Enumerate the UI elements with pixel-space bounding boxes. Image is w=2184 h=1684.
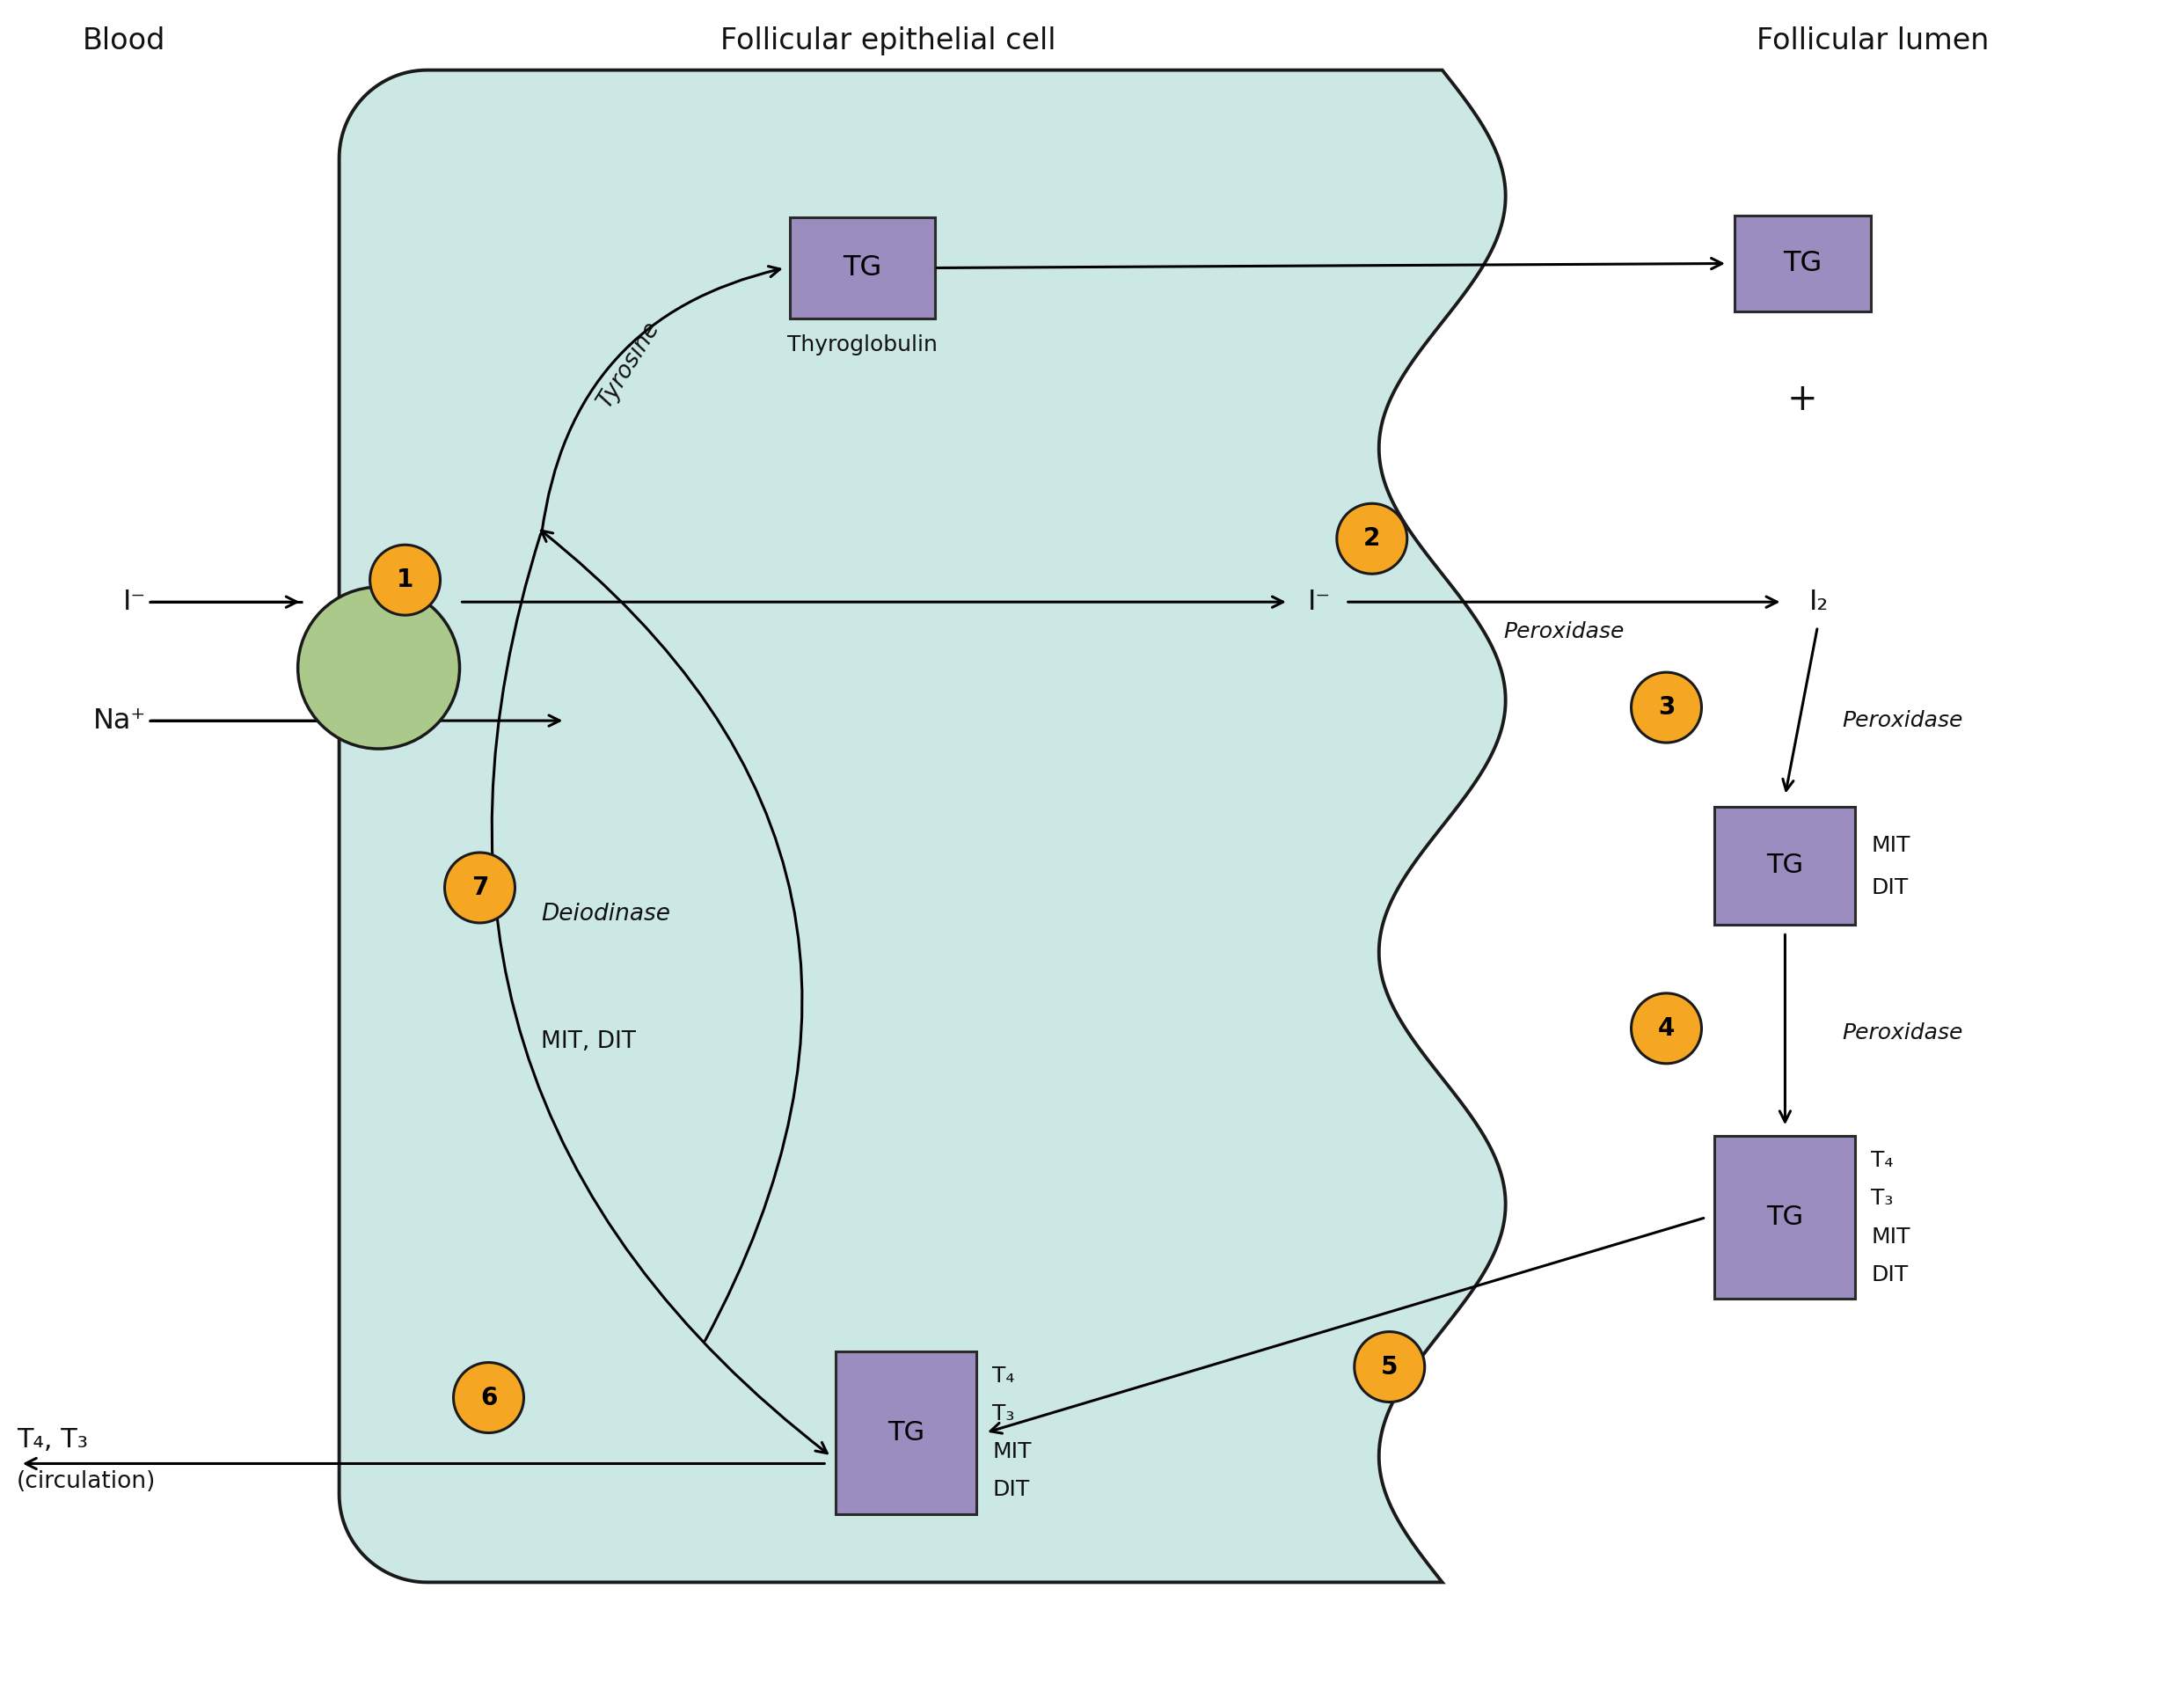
- Text: T₃: T₃: [992, 1403, 1016, 1425]
- Polygon shape: [339, 71, 1505, 1583]
- Text: Peroxidase: Peroxidase: [1503, 621, 1625, 642]
- Text: 4: 4: [1658, 1015, 1675, 1041]
- Circle shape: [1354, 1332, 1424, 1403]
- Text: 7: 7: [472, 876, 489, 899]
- Text: Follicular epithelial cell: Follicular epithelial cell: [721, 27, 1057, 56]
- FancyBboxPatch shape: [1734, 216, 1872, 312]
- Text: I⁻: I⁻: [1308, 588, 1330, 616]
- Circle shape: [369, 546, 441, 615]
- Text: TG: TG: [843, 254, 882, 281]
- Text: DIT: DIT: [1872, 877, 1909, 898]
- Text: T₃: T₃: [1872, 1187, 1894, 1209]
- Text: Follicular lumen: Follicular lumen: [1756, 27, 1990, 56]
- Circle shape: [454, 1362, 524, 1433]
- Text: +: +: [1787, 381, 1817, 418]
- Text: 1: 1: [397, 568, 413, 593]
- Circle shape: [1337, 504, 1406, 574]
- Text: MIT, DIT: MIT, DIT: [542, 1031, 636, 1052]
- Text: DIT: DIT: [1872, 1265, 1909, 1285]
- FancyBboxPatch shape: [791, 217, 935, 318]
- Text: 6: 6: [480, 1386, 498, 1410]
- Text: TG: TG: [1782, 249, 1821, 278]
- FancyBboxPatch shape: [836, 1352, 976, 1514]
- Text: I⁻: I⁻: [122, 588, 146, 616]
- Text: T₄, T₃: T₄, T₃: [17, 1428, 87, 1453]
- Text: Na⁺: Na⁺: [94, 707, 146, 734]
- Text: Deiodinase: Deiodinase: [542, 903, 670, 926]
- Text: MIT: MIT: [1872, 1226, 1911, 1248]
- Text: T₄: T₄: [992, 1366, 1016, 1386]
- Text: Peroxidase: Peroxidase: [1841, 1022, 1963, 1044]
- FancyBboxPatch shape: [1714, 807, 1856, 925]
- Text: MIT: MIT: [1872, 835, 1911, 855]
- Text: 2: 2: [1363, 527, 1380, 551]
- Text: 5: 5: [1380, 1354, 1398, 1379]
- Text: 3: 3: [1658, 695, 1675, 719]
- Text: MIT: MIT: [992, 1442, 1031, 1463]
- Text: Tyrosine: Tyrosine: [594, 317, 664, 413]
- FancyBboxPatch shape: [1714, 1137, 1856, 1298]
- Circle shape: [297, 588, 459, 749]
- Circle shape: [1631, 994, 1701, 1064]
- Text: Blood: Blood: [83, 27, 166, 56]
- Circle shape: [446, 852, 515, 923]
- Circle shape: [1631, 672, 1701, 743]
- Text: Thyroglobulin: Thyroglobulin: [786, 333, 937, 355]
- Text: I₂: I₂: [1808, 588, 1828, 616]
- Text: (circulation): (circulation): [17, 1470, 155, 1494]
- Text: DIT: DIT: [992, 1480, 1029, 1500]
- Text: TG: TG: [1767, 854, 1804, 879]
- Text: TG: TG: [887, 1420, 924, 1445]
- Text: Peroxidase: Peroxidase: [1841, 711, 1963, 731]
- Text: TG: TG: [1767, 1204, 1804, 1231]
- Text: T₄: T₄: [1872, 1150, 1894, 1170]
